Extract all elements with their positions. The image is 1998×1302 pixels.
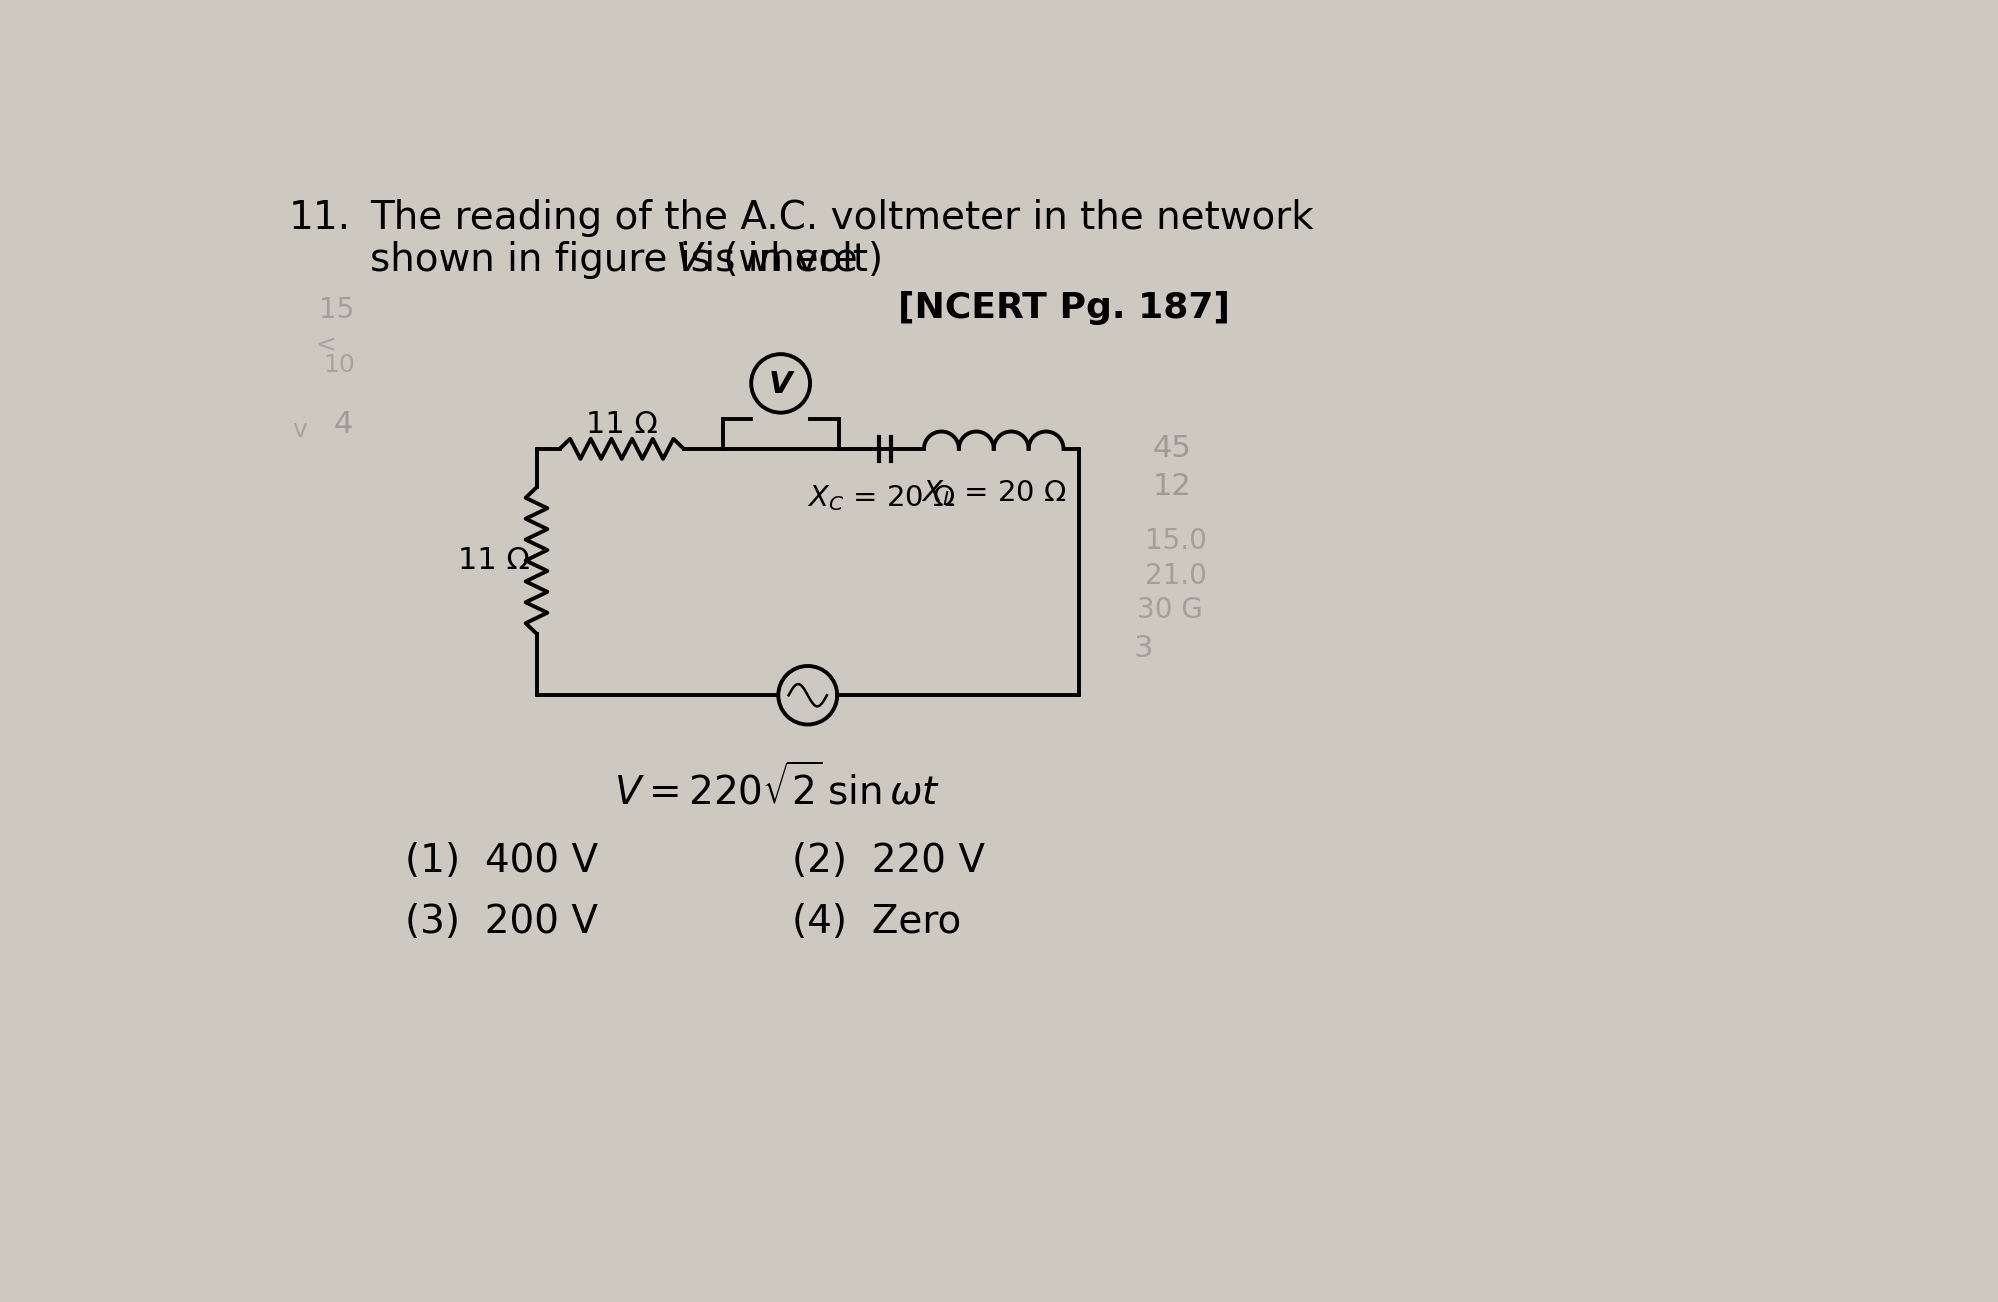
Text: 10: 10 — [324, 353, 356, 376]
Text: [NCERT Pg. 187]: [NCERT Pg. 187] — [897, 290, 1229, 326]
Text: shown in figure is (where: shown in figure is (where — [370, 241, 869, 279]
Text: 11 Ω: 11 Ω — [585, 410, 657, 439]
Text: 30 G: 30 G — [1137, 596, 1203, 624]
Text: 4: 4 — [334, 410, 354, 440]
Text: (2)  220 V: (2) 220 V — [793, 841, 985, 880]
Text: is in volt): is in volt) — [691, 241, 883, 279]
Text: V: V — [769, 371, 793, 400]
Text: V: V — [675, 241, 703, 279]
Text: v: v — [292, 418, 308, 443]
Text: (4)  Zero: (4) Zero — [793, 904, 961, 941]
Text: 45: 45 — [1153, 434, 1191, 462]
Text: 3: 3 — [1133, 634, 1153, 663]
Text: The reading of the A.C. voltmeter in the network: The reading of the A.C. voltmeter in the… — [370, 199, 1313, 237]
Text: (1)  400 V: (1) 400 V — [406, 841, 597, 880]
Text: 12: 12 — [1153, 473, 1191, 501]
Text: 11.: 11. — [288, 199, 350, 237]
Text: 21.0: 21.0 — [1145, 561, 1207, 590]
Text: $X_C$ = 20 Ω: $X_C$ = 20 Ω — [807, 483, 955, 513]
Text: 15.0: 15.0 — [1145, 527, 1207, 555]
Text: (3)  200 V: (3) 200 V — [406, 904, 597, 941]
Text: 11 Ω: 11 Ω — [458, 546, 529, 575]
Text: $X_L$ = 20 Ω: $X_L$ = 20 Ω — [921, 478, 1067, 508]
Text: 15: 15 — [320, 296, 356, 324]
Text: <: < — [316, 333, 336, 358]
Text: $V = 220\sqrt{2}\,\sin\omega t$: $V = 220\sqrt{2}\,\sin\omega t$ — [613, 764, 939, 812]
